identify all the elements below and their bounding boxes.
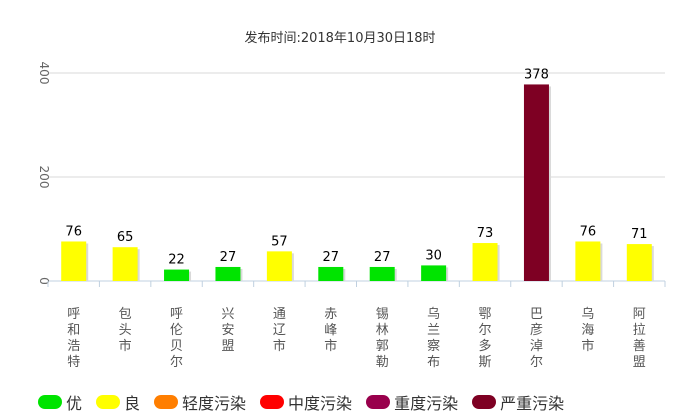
- x-tick-label-char: 贝: [170, 339, 183, 354]
- x-tick-label-char: 布: [427, 355, 440, 370]
- bar[interactable]: [61, 241, 87, 281]
- x-tick-label-char: 兰: [427, 323, 440, 338]
- y-tick-label: 400: [37, 62, 51, 85]
- x-tick-label-char: 峰: [324, 323, 337, 338]
- x-tick-label-char: 盟: [633, 355, 646, 370]
- bar-value-label: 76: [580, 224, 597, 239]
- legend-label: 优: [66, 394, 83, 413]
- bar-value-label: 30: [425, 248, 442, 263]
- legend-item[interactable]: 良: [96, 390, 140, 414]
- x-tick-label-char: 林: [376, 323, 389, 338]
- bar[interactable]: [523, 84, 549, 281]
- legend-swatch: [472, 395, 497, 409]
- x-tick-label-char: 特: [67, 355, 80, 370]
- x-tick-label-char: 市: [119, 338, 132, 354]
- legend-label: 中度污染: [288, 394, 353, 413]
- x-tick-label-char: 海: [581, 323, 594, 338]
- x-tick-label-char: 淖: [530, 339, 543, 354]
- legend-item[interactable]: 中度污染: [260, 390, 352, 414]
- x-tick-label-char: 彦: [530, 322, 543, 338]
- bar[interactable]: [266, 251, 292, 281]
- x-tick-label-char: 郭: [376, 338, 389, 354]
- x-tick-label-char: 尔: [479, 323, 492, 338]
- x-tick-label-char: 通: [273, 307, 286, 322]
- x-tick-label-char: 辽: [273, 323, 286, 338]
- x-tick-label-char: 包: [119, 307, 132, 322]
- x-tick-label-char: 市: [273, 338, 286, 354]
- chart-legend: 优 良 轻度污染 中度污染 重度污染 严重污染: [38, 390, 578, 414]
- x-tick-label-char: 斯: [479, 355, 492, 370]
- bar[interactable]: [112, 247, 138, 281]
- x-tick-label-char: 和: [67, 323, 80, 338]
- bar[interactable]: [318, 266, 344, 281]
- x-tick-label-char: 安: [221, 323, 234, 338]
- y-tick-label: 200: [37, 166, 51, 189]
- legend-swatch: [366, 395, 391, 409]
- bar[interactable]: [575, 241, 601, 281]
- legend-label: 良: [124, 394, 141, 413]
- bar-value-label: 27: [374, 250, 391, 265]
- bar-value-label: 71: [631, 227, 648, 242]
- legend-label: 重度污染: [394, 394, 459, 413]
- bar-value-label: 27: [323, 250, 340, 265]
- x-tick-label-char: 盟: [221, 339, 234, 354]
- x-tick-label-char: 伦: [170, 323, 183, 338]
- bar-value-label: 27: [220, 250, 237, 265]
- legend-item[interactable]: 严重污染: [472, 390, 564, 414]
- legend-item[interactable]: 重度污染: [366, 390, 458, 414]
- legend-label: 轻度污染: [182, 394, 247, 413]
- x-tick-label-char: 勒: [376, 355, 389, 370]
- legend-swatch: [154, 395, 179, 409]
- x-tick-label-char: 市: [581, 338, 594, 354]
- x-tick-label-char: 锡: [376, 307, 389, 322]
- x-tick-label-char: 乌: [581, 306, 594, 322]
- chart-subtitle: 发布时间:2018年10月30日18时: [244, 30, 435, 46]
- legend-item[interactable]: 优: [38, 390, 82, 414]
- x-tick-label-char: 浩: [67, 339, 80, 354]
- x-tick-label-char: 尔: [530, 355, 543, 370]
- legend-label: 严重污染: [500, 394, 565, 413]
- y-tick-label: 0: [37, 277, 51, 285]
- x-tick-label-char: 赤: [324, 307, 337, 322]
- x-tick-label-char: 兴: [221, 307, 234, 322]
- x-tick-label-char: 市: [324, 338, 337, 354]
- bar[interactable]: [472, 243, 498, 281]
- x-tick-label-char: 尔: [170, 355, 183, 370]
- bar-value-label: 65: [117, 230, 134, 245]
- x-tick-label-char: 鄂: [479, 307, 492, 322]
- bar[interactable]: [369, 266, 395, 281]
- bar-value-label: 73: [477, 226, 494, 241]
- legend-swatch: [260, 395, 285, 409]
- x-tick-label-char: 多: [479, 338, 492, 354]
- x-tick-label-char: 呼: [67, 307, 80, 322]
- x-tick-label-char: 阿: [633, 307, 646, 322]
- bar[interactable]: [215, 266, 241, 281]
- bar[interactable]: [421, 265, 447, 281]
- legend-swatch: [38, 395, 62, 409]
- bar[interactable]: [164, 269, 190, 281]
- bar-value-label: 76: [65, 224, 82, 239]
- bar-value-label: 22: [168, 253, 185, 268]
- x-tick-label-char: 呼: [170, 307, 183, 322]
- x-tick-label-char: 善: [633, 338, 646, 354]
- bar-value-label: 378: [524, 67, 549, 82]
- legend-item[interactable]: 轻度污染: [154, 390, 246, 414]
- x-tick-label-char: 乌: [427, 306, 440, 322]
- x-tick-label-char: 拉: [633, 323, 646, 338]
- x-tick-label-char: 头: [119, 323, 132, 338]
- x-tick-label-char: 察: [427, 339, 440, 354]
- legend-swatch: [96, 395, 121, 409]
- bar-value-label: 57: [271, 234, 288, 249]
- bar[interactable]: [626, 244, 652, 281]
- x-tick-label-char: 巴: [530, 307, 543, 322]
